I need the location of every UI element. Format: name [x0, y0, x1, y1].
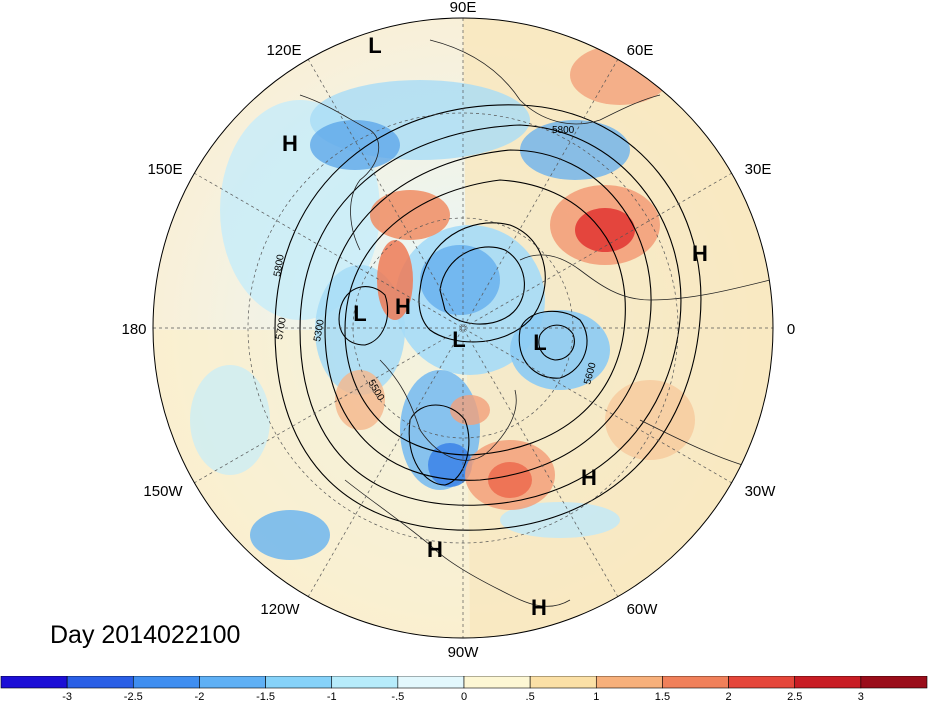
colorbar-swatch [0, 676, 68, 689]
colorbar-swatch [794, 676, 862, 689]
graticule [153, 18, 773, 638]
lon-label-150w: 150W [143, 483, 183, 500]
lon-label-180: 180 [121, 321, 146, 338]
lon-label-60w: 60W [627, 601, 659, 618]
colorbar: -3 -2.5 -2 -1.5 -1 -.5 0 .5 1 1.5 2 2.5 3 [0, 676, 928, 702]
high-center: H [427, 537, 443, 562]
colorbar-tick-label: 1.5 [655, 691, 670, 702]
colorbar-swatch [132, 676, 200, 689]
low-center: L [353, 301, 366, 326]
colorbar-swatch [529, 676, 597, 689]
colorbar-swatch [595, 676, 663, 689]
colorbar-tick-label: 2 [726, 691, 732, 702]
colorbar-swatch [728, 676, 796, 689]
colorbar-swatch [662, 676, 729, 689]
contour-label: 5800 [552, 125, 575, 136]
high-center: H [581, 465, 597, 490]
polar-stereographic-map: 5800 5800 5700 5300 5500 5600 L H H L H … [121, 0, 795, 661]
colorbar-swatch [199, 676, 266, 689]
lon-label-30e: 30E [745, 161, 772, 178]
lon-label-0: 0 [787, 321, 795, 338]
colorbar-tick-label: 2.5 [787, 691, 802, 702]
colorbar-tick-label: -1.5 [256, 691, 275, 702]
map-boundary [152, 17, 774, 639]
contour-label: 5700 [274, 316, 289, 340]
colorbar-tick-label: -1 [327, 691, 337, 702]
lon-label-120w: 120W [260, 601, 300, 618]
colorbar-swatch [265, 676, 333, 689]
colorbar-tick-label: -2 [195, 691, 205, 702]
longitude-labels: 90E 60E 30E 0 30W 60W 90W 120W 150W 180 … [121, 0, 795, 661]
low-center: L [368, 33, 381, 58]
lon-label-120e: 120E [266, 42, 301, 59]
day-title: Day 2014022100 [50, 621, 241, 649]
lon-label-90w: 90W [448, 644, 480, 661]
low-center: L [533, 330, 546, 355]
high-center: H [692, 241, 708, 266]
colorbar-tick-label: 0 [461, 691, 467, 702]
high-center: H [282, 131, 298, 156]
colorbar-swatch [66, 676, 134, 689]
colorbar-swatch [860, 676, 928, 689]
colorbar-swatch [331, 676, 399, 689]
colorbar-tick-label: -3 [62, 691, 72, 702]
lon-label-90e: 90E [450, 0, 477, 16]
contour-label: 5300 [312, 318, 327, 342]
lon-label-30w: 30W [745, 483, 777, 500]
colorbar-tick-label: -2.5 [124, 691, 143, 702]
colorbar-swatch [463, 676, 531, 689]
high-center: H [395, 294, 411, 319]
colorbar-tick-label: .5 [526, 691, 535, 702]
colorbar-tick-label: -.5 [391, 691, 404, 702]
colorbar-tick-label: 3 [858, 691, 864, 702]
pressure-centers: L H H L H L L H H H [282, 33, 708, 620]
low-center: L [452, 327, 465, 352]
colorbar-tick-label: 1 [593, 691, 599, 702]
lon-label-60e: 60E [627, 42, 654, 59]
colorbar-swatch [397, 676, 465, 689]
contour-label: 5800 [272, 253, 287, 277]
lon-label-150e: 150E [147, 161, 182, 178]
high-center: H [531, 595, 547, 620]
